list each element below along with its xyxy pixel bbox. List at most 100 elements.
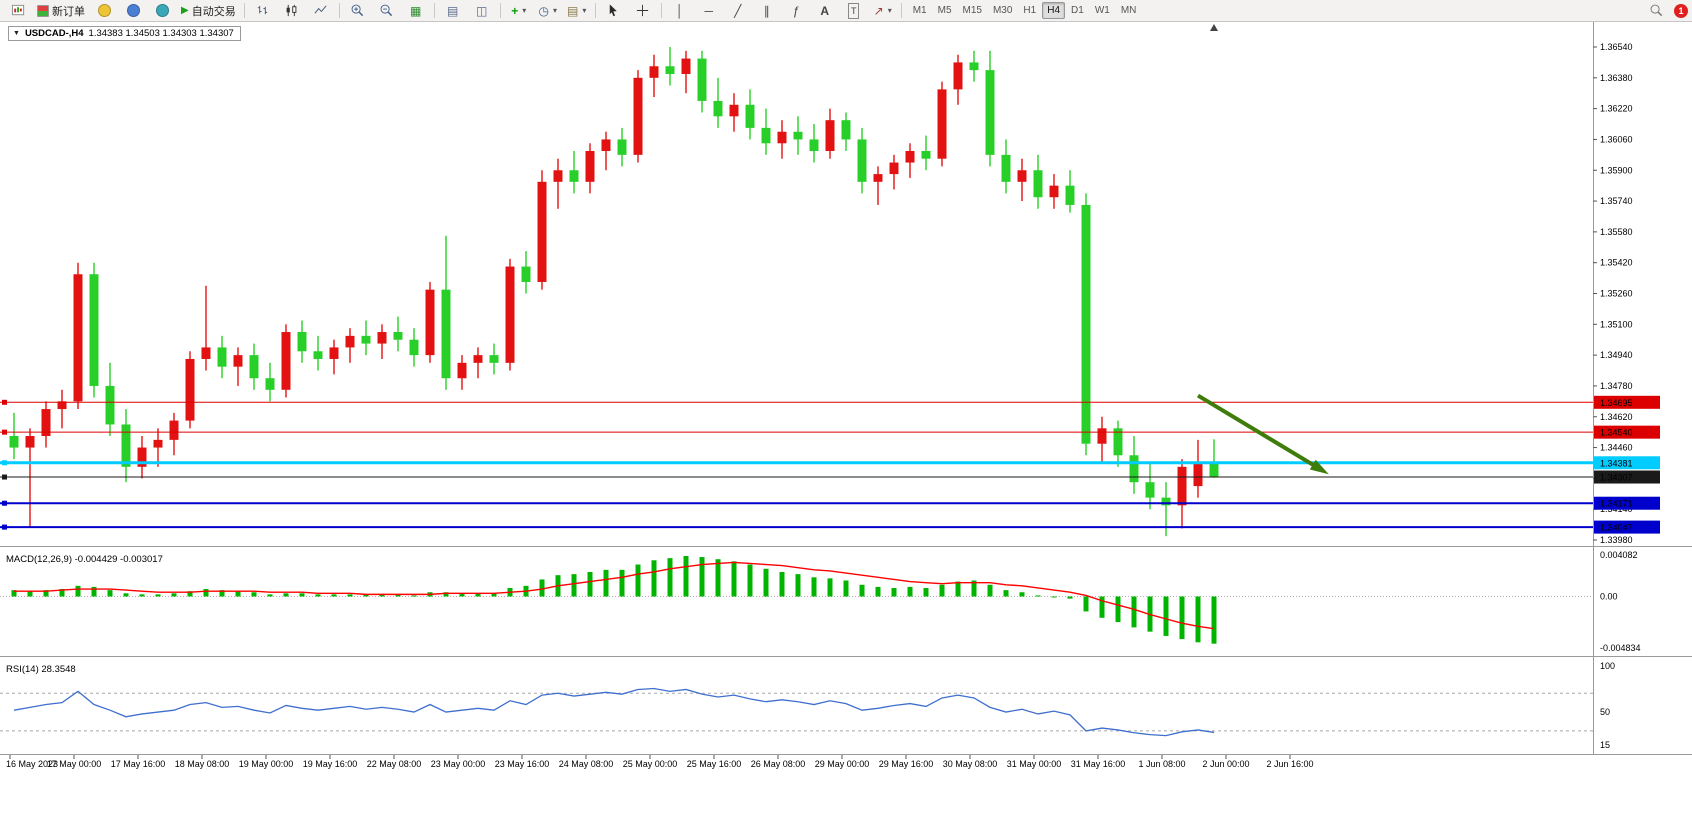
svg-text:1.36220: 1.36220 bbox=[1600, 104, 1633, 114]
zoom-in-button[interactable] bbox=[344, 0, 372, 21]
indicators-button[interactable]: + ▾ bbox=[505, 0, 533, 21]
chart-window: ▼ USDCAD-,H4 1.34383 1.34503 1.34303 1.3… bbox=[0, 22, 1692, 838]
timeframe-w1-button[interactable]: W1 bbox=[1094, 5, 1110, 16]
panel-separators[interactable] bbox=[0, 22, 1692, 755]
profile-icon bbox=[126, 4, 140, 17]
toolbar-separator bbox=[594, 3, 596, 18]
svg-text:1.34940: 1.34940 bbox=[1600, 350, 1633, 360]
zoom-out-button[interactable] bbox=[373, 0, 401, 21]
horizontal-line-tool-button[interactable]: ─ bbox=[695, 0, 723, 21]
svg-text:1.35420: 1.35420 bbox=[1600, 258, 1633, 268]
svg-text:1.35900: 1.35900 bbox=[1600, 165, 1633, 175]
toolbar-separator bbox=[243, 3, 245, 18]
svg-text:25 May 16:00: 25 May 16:00 bbox=[687, 759, 742, 769]
bar-chart-icon bbox=[258, 5, 268, 15]
text-icon: A bbox=[820, 3, 830, 18]
tile-windows-button[interactable]: ▦ bbox=[402, 0, 430, 21]
chevron-down-icon: ▾ bbox=[582, 6, 587, 15]
timeframe-mn-button[interactable]: MN bbox=[1120, 5, 1137, 16]
chart-symbol-label: USDCAD-,H4 bbox=[24, 28, 84, 39]
svg-text:1.33980: 1.33980 bbox=[1600, 535, 1633, 545]
svg-text:31 May 16:00: 31 May 16:00 bbox=[1071, 759, 1126, 769]
timeframe-m1-button[interactable]: M1 bbox=[912, 5, 927, 16]
autotrading-label: 自动交易 bbox=[191, 5, 236, 18]
svg-text:1 Jun 08:00: 1 Jun 08:00 bbox=[1138, 759, 1185, 769]
line-chart-button[interactable] bbox=[307, 0, 335, 21]
svg-text:1.35260: 1.35260 bbox=[1600, 289, 1633, 299]
svg-text:30 May 08:00: 30 May 08:00 bbox=[943, 759, 998, 769]
market-icon bbox=[155, 4, 169, 17]
horizontal-level-lines[interactable] bbox=[0, 399, 1593, 530]
toolbar-separator bbox=[338, 3, 340, 18]
indicators-plus-icon: + bbox=[511, 3, 519, 18]
cursor-button[interactable] bbox=[600, 0, 628, 21]
crosshair-icon bbox=[637, 4, 649, 17]
svg-text:1.34540: 1.34540 bbox=[1600, 428, 1633, 438]
one-click-trading-toggle-icon[interactable]: ▼ bbox=[13, 30, 20, 37]
text-tool-button[interactable]: A bbox=[811, 0, 839, 21]
templates-button[interactable]: ▤ ▾ bbox=[563, 0, 591, 21]
community-button[interactable] bbox=[90, 0, 118, 21]
svg-text:22 May 08:00: 22 May 08:00 bbox=[367, 759, 422, 769]
periods-button[interactable]: ◷ ▾ bbox=[534, 0, 562, 21]
level-price-labels: 1.34695 1.34540 1.34381 1.34307 1.34171 1.340… bbox=[1594, 395, 1660, 534]
svg-text:31 May 00:00: 31 May 00:00 bbox=[1007, 759, 1062, 769]
notification-badge[interactable]: 1 bbox=[1674, 3, 1688, 18]
timeframe-m15-button[interactable]: M15 bbox=[962, 5, 982, 16]
equidistant-channel-button[interactable]: ∥ bbox=[753, 0, 781, 21]
trendline-icon: ╱ bbox=[734, 3, 742, 18]
new-order-icon bbox=[37, 4, 49, 17]
timeframe-m30-button[interactable]: M30 bbox=[992, 5, 1013, 16]
svg-text:-0.004834: -0.004834 bbox=[1600, 643, 1641, 653]
profile-button[interactable] bbox=[119, 0, 147, 21]
fibonacci-icon: ƒ bbox=[792, 3, 800, 18]
svg-text:1.36540: 1.36540 bbox=[1600, 42, 1633, 52]
clock-icon: ◷ bbox=[538, 3, 549, 18]
candlestick-chart-button[interactable] bbox=[278, 0, 306, 21]
svg-text:29 May 00:00: 29 May 00:00 bbox=[815, 759, 870, 769]
svg-text:24 May 08:00: 24 May 08:00 bbox=[559, 759, 614, 769]
price-chart[interactable]: 1.36540 1.36380 1.36220 1.36060 1.35900 1.357… bbox=[0, 22, 1692, 838]
timeframe-m5-button[interactable]: M5 bbox=[937, 5, 952, 16]
timeframe-h1-button[interactable]: H1 bbox=[1023, 5, 1037, 16]
autotrading-play-icon: ▶ bbox=[181, 5, 189, 16]
search-button[interactable] bbox=[1642, 0, 1670, 21]
timeframe-d1-button[interactable]: D1 bbox=[1071, 5, 1084, 16]
autotrading-button[interactable]: ▶ 自动交易 bbox=[177, 0, 240, 21]
svg-text:17 May 16:00: 17 May 16:00 bbox=[111, 759, 166, 769]
new-order-label: 新订单 bbox=[52, 5, 85, 18]
new-chart-button[interactable] bbox=[4, 0, 32, 21]
svg-text:0.004082: 0.004082 bbox=[1600, 550, 1638, 560]
toolbar-separator bbox=[900, 3, 902, 18]
trendline-tool-button[interactable]: ╱ bbox=[724, 0, 752, 21]
svg-text:23 May 00:00: 23 May 00:00 bbox=[431, 759, 486, 769]
price-axis[interactable]: 1.36540 1.36380 1.36220 1.36060 1.35900 1.357… bbox=[1593, 42, 1633, 545]
channel-icon: ∥ bbox=[763, 3, 770, 18]
vertical-line-tool-button[interactable]: │ bbox=[666, 0, 694, 21]
trend-arrow-annotation[interactable] bbox=[1196, 393, 1329, 475]
text-label-tool-button[interactable]: T bbox=[840, 0, 868, 21]
chart-ohlc-header[interactable]: ▼ USDCAD-,H4 1.34383 1.34503 1.34303 1.3… bbox=[8, 26, 241, 41]
template-icon: ▤ bbox=[567, 3, 579, 18]
bar-chart-button[interactable] bbox=[249, 0, 277, 21]
new-chart-icon bbox=[11, 4, 24, 16]
fibonacci-button[interactable]: ƒ bbox=[782, 0, 810, 21]
svg-text:26 May 08:00: 26 May 08:00 bbox=[751, 759, 806, 769]
arrows-tool-button[interactable]: ↗ ▾ bbox=[869, 0, 897, 21]
crosshair-button[interactable] bbox=[629, 0, 657, 21]
svg-text:1.34171: 1.34171 bbox=[1600, 499, 1633, 509]
cursor-icon bbox=[609, 4, 617, 17]
svg-text:1.34307: 1.34307 bbox=[1600, 473, 1633, 483]
new-order-button[interactable]: 新订单 bbox=[33, 0, 89, 21]
svg-text:1.35580: 1.35580 bbox=[1600, 227, 1633, 237]
candlestick-chart-icon bbox=[286, 4, 297, 17]
timeframe-h4-button[interactable]: H4 bbox=[1042, 2, 1066, 19]
market-button[interactable] bbox=[148, 0, 176, 21]
svg-text:29 May 16:00: 29 May 16:00 bbox=[879, 759, 934, 769]
horizontal-line-icon: ─ bbox=[704, 3, 713, 18]
main-toolbar: 新订单 ▶ 自动交易 bbox=[0, 0, 1692, 22]
data-window-button[interactable]: ◫ bbox=[468, 0, 496, 21]
strategy-tester-button[interactable]: ▤ bbox=[439, 0, 467, 21]
text-label-icon: T bbox=[847, 2, 860, 19]
